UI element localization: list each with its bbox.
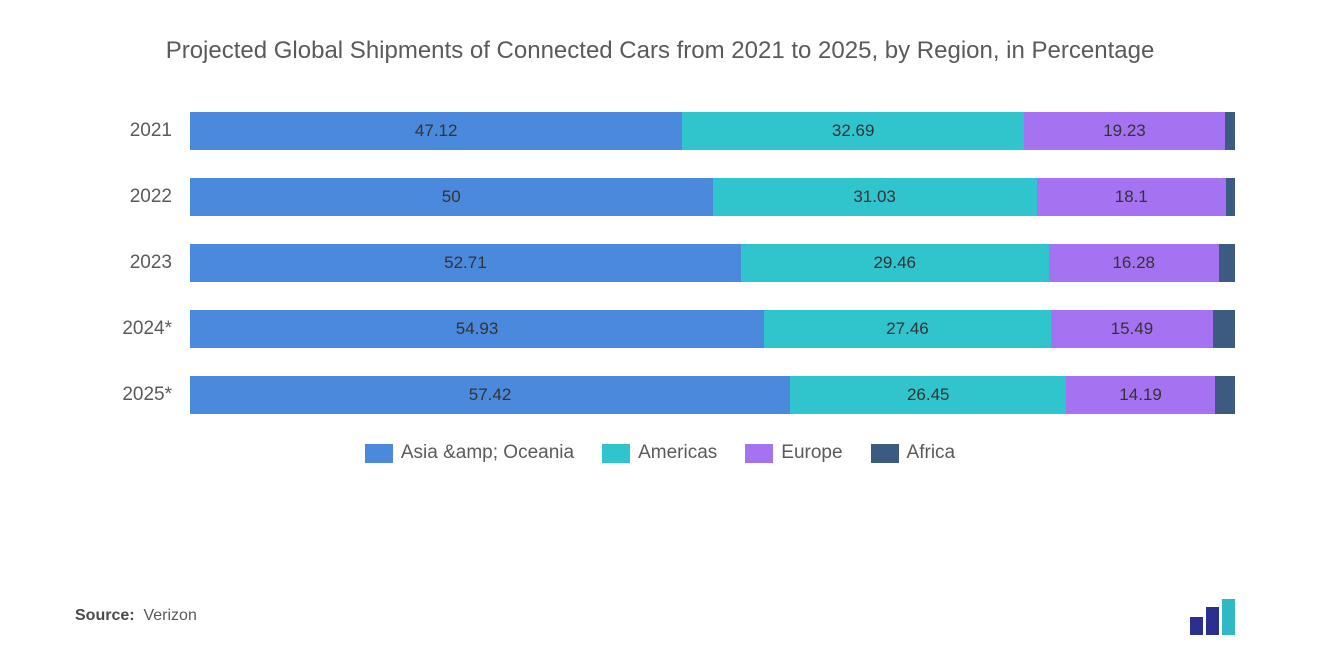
- bar-track: 5031.0318.1: [190, 178, 1235, 216]
- legend-swatch: [871, 444, 899, 463]
- bar-segment: 27.46: [764, 310, 1051, 348]
- legend-item: Americas: [602, 442, 717, 464]
- logo-bar-3: [1222, 599, 1235, 635]
- legend-label: Europe: [781, 442, 842, 464]
- bar-segment: 16.28: [1049, 244, 1219, 282]
- logo-bar-1: [1190, 617, 1203, 635]
- legend-swatch: [365, 444, 393, 463]
- bar-segment: 57.42: [190, 376, 790, 414]
- bar-segment: 15.49: [1051, 310, 1213, 348]
- bar-segment: [1219, 244, 1235, 282]
- bar-segment: 18.1: [1037, 178, 1226, 216]
- bar-track: 57.4226.4514.19: [190, 376, 1235, 414]
- source-attribution: Source: Verizon: [75, 607, 197, 625]
- source-name: Verizon: [143, 607, 196, 624]
- bar-segment: [1213, 310, 1235, 348]
- bar-segment: 52.71: [190, 244, 741, 282]
- source-prefix: Source:: [75, 607, 135, 624]
- bar-track: 47.1232.6919.23: [190, 112, 1235, 150]
- bar-segment: 29.46: [741, 244, 1049, 282]
- legend: Asia &amp; Oceania Americas Europe Africa: [75, 442, 1245, 464]
- y-axis-label: 2021: [105, 120, 190, 142]
- logo-bar-2: [1206, 607, 1219, 635]
- bar-segment: [1226, 178, 1235, 216]
- chart-title: Projected Global Shipments of Connected …: [75, 35, 1245, 67]
- brand-logo: [1186, 599, 1242, 635]
- legend-label: Asia &amp; Oceania: [401, 442, 574, 464]
- legend-item: Europe: [745, 442, 842, 464]
- y-axis-label: 2023: [105, 252, 190, 274]
- legend-item: Asia &amp; Oceania: [365, 442, 574, 464]
- bar-segment: [1225, 112, 1235, 150]
- bar-segment: 14.19: [1066, 376, 1214, 414]
- y-axis-label: 2024*: [105, 318, 190, 340]
- bar-row: 20225031.0318.1: [105, 178, 1235, 216]
- bar-track: 52.7129.4616.28: [190, 244, 1235, 282]
- bar-row: 2024*54.9327.4615.49: [105, 310, 1235, 348]
- bar-segment: 54.93: [190, 310, 764, 348]
- y-axis-label: 2022: [105, 186, 190, 208]
- bar-segment: 31.03: [713, 178, 1037, 216]
- bar-row: 202352.7129.4616.28: [105, 244, 1235, 282]
- bar-segment: 26.45: [790, 376, 1066, 414]
- legend-swatch: [745, 444, 773, 463]
- legend-swatch: [602, 444, 630, 463]
- legend-label: Americas: [638, 442, 717, 464]
- legend-label: Africa: [907, 442, 956, 464]
- y-axis-label: 2025*: [105, 384, 190, 406]
- bar-segment: 47.12: [190, 112, 682, 150]
- bar-track: 54.9327.4615.49: [190, 310, 1235, 348]
- bar-segment: 32.69: [682, 112, 1024, 150]
- bar-row: 202147.1232.6919.23: [105, 112, 1235, 150]
- bar-segment: 19.23: [1024, 112, 1225, 150]
- bar-segment: [1215, 376, 1235, 414]
- bar-segment: 50: [190, 178, 713, 216]
- chart-plot-area: 202147.1232.6919.23 20225031.0318.1 202352…: [75, 112, 1245, 414]
- bar-row: 2025*57.4226.4514.19: [105, 376, 1235, 414]
- legend-item: Africa: [871, 442, 956, 464]
